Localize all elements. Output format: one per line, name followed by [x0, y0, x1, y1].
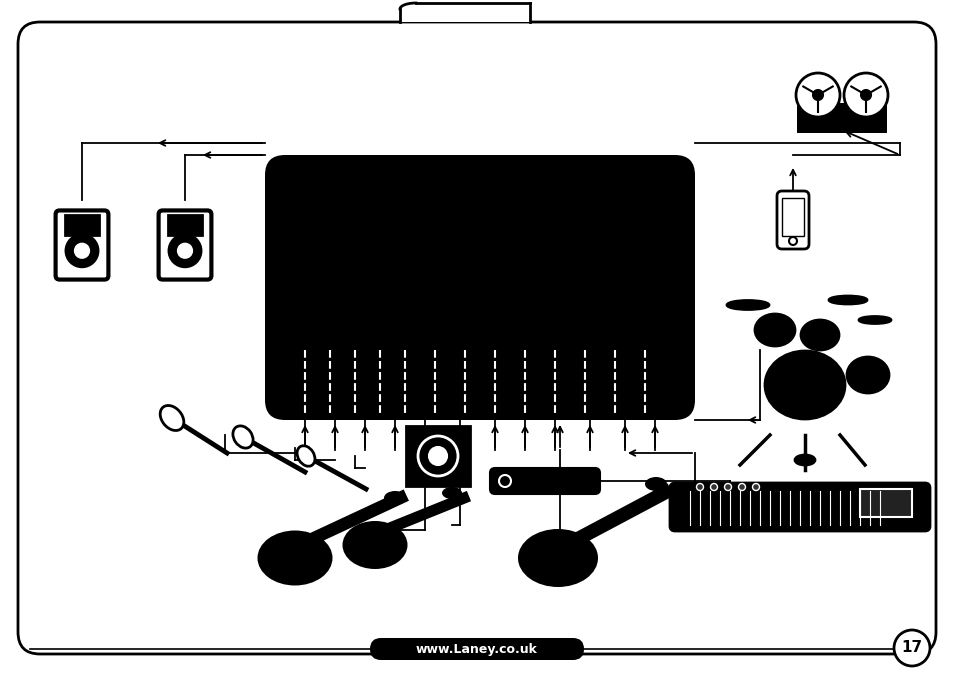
Text: www.Laney.co.uk: www.Laney.co.uk — [416, 643, 537, 655]
Circle shape — [417, 436, 457, 476]
FancyBboxPatch shape — [406, 426, 470, 486]
Ellipse shape — [858, 317, 890, 323]
Ellipse shape — [801, 320, 838, 350]
Ellipse shape — [257, 531, 333, 585]
Circle shape — [861, 90, 870, 100]
Ellipse shape — [794, 455, 814, 465]
Circle shape — [738, 483, 744, 491]
Circle shape — [752, 483, 759, 491]
Circle shape — [723, 483, 731, 491]
Bar — [65, 215, 99, 236]
Ellipse shape — [384, 491, 406, 505]
Ellipse shape — [342, 521, 407, 569]
Bar — [859, 489, 911, 517]
Circle shape — [843, 73, 887, 117]
Circle shape — [498, 475, 511, 487]
Bar — [168, 215, 202, 236]
Circle shape — [696, 483, 702, 491]
Ellipse shape — [160, 406, 184, 431]
FancyBboxPatch shape — [490, 468, 599, 494]
Ellipse shape — [233, 426, 253, 448]
Circle shape — [75, 244, 89, 257]
Circle shape — [812, 90, 822, 100]
Ellipse shape — [517, 529, 598, 587]
Circle shape — [893, 630, 929, 666]
Circle shape — [429, 447, 447, 465]
FancyBboxPatch shape — [370, 638, 583, 660]
Ellipse shape — [726, 300, 768, 310]
Circle shape — [795, 73, 840, 117]
Text: 17: 17 — [901, 641, 922, 655]
FancyBboxPatch shape — [669, 483, 929, 531]
Ellipse shape — [828, 296, 866, 304]
Ellipse shape — [644, 477, 666, 491]
Bar — [781, 198, 803, 236]
Circle shape — [710, 483, 717, 491]
Circle shape — [170, 236, 200, 266]
FancyBboxPatch shape — [796, 103, 886, 133]
Ellipse shape — [441, 487, 461, 499]
Circle shape — [788, 237, 796, 245]
FancyBboxPatch shape — [158, 211, 212, 279]
Circle shape — [178, 244, 192, 257]
FancyBboxPatch shape — [265, 155, 695, 420]
Polygon shape — [399, 3, 530, 22]
Circle shape — [67, 236, 97, 266]
Ellipse shape — [754, 314, 794, 346]
Ellipse shape — [846, 357, 888, 393]
Ellipse shape — [296, 446, 314, 466]
FancyBboxPatch shape — [55, 211, 109, 279]
FancyBboxPatch shape — [776, 191, 808, 249]
Ellipse shape — [764, 351, 844, 419]
